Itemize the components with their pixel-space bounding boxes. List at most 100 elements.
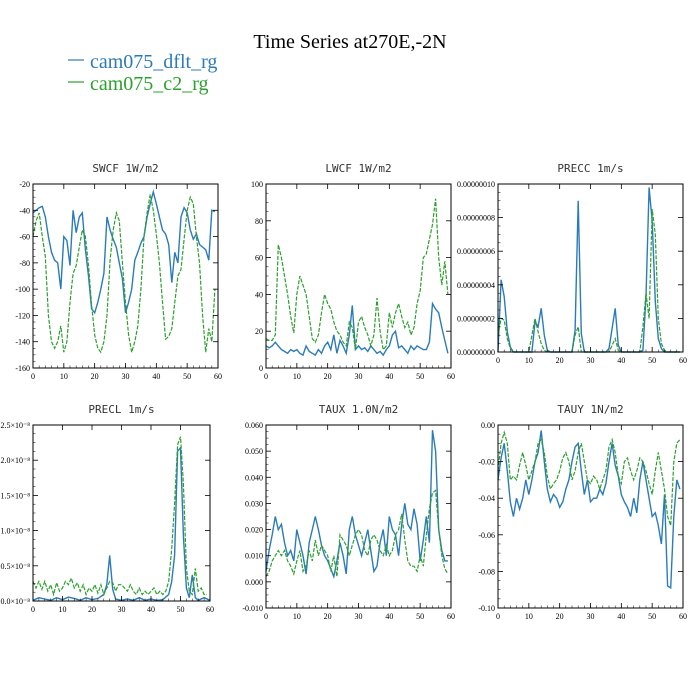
y-tick-label: 0.00000006: [457, 247, 495, 256]
x-tick-label: 50: [416, 612, 424, 621]
legend-label-c2: cam075_c2_rg: [90, 73, 209, 95]
y-tick-label: 0.060: [245, 421, 263, 430]
y-tick-label: 0.000: [245, 578, 263, 587]
x-tick-label: 50: [416, 372, 424, 381]
x-tick-label: 10: [293, 372, 301, 381]
panel-frame: [497, 183, 684, 353]
series-line-dflt: [32, 189, 216, 315]
y-tick-label: 0.5×10⁻⁸: [0, 562, 30, 571]
x-tick-label: 30: [118, 605, 126, 614]
panel-frame: [497, 424, 684, 609]
y-tick-label: 0.050: [245, 447, 263, 456]
x-tick-label: 0: [31, 372, 35, 381]
panel-title: TAUX 1.0N/m2: [319, 403, 398, 416]
y-tick-label: -0.010: [242, 604, 263, 613]
y-tick-label: -120: [15, 311, 30, 320]
legend-label-dflt: cam075_dflt_rg: [90, 51, 217, 73]
panel-title: SWCF 1W/m2: [92, 162, 158, 175]
x-tick-label: 30: [587, 356, 595, 365]
x-tick-label: 30: [122, 372, 130, 381]
series-line-dflt: [265, 301, 449, 357]
y-tick-label: -0.02: [478, 458, 495, 467]
y-tick-label: -60: [19, 233, 30, 242]
x-tick-label: 20: [324, 612, 332, 621]
x-tick-label: 20: [91, 372, 99, 381]
y-tick-label: 0.00000010: [457, 180, 495, 189]
x-tick-label: 50: [648, 356, 656, 365]
y-tick-label: 0.040: [245, 473, 263, 482]
x-tick-label: 0: [264, 612, 268, 621]
panel-2: LWCF 1W/m2 0 10 20 30 40 50 60 0 20 40 60 80 100: [251, 162, 455, 381]
series-line-dflt: [497, 430, 681, 590]
y-tick-label: 0.00000000: [457, 348, 495, 357]
y-tick-label: -80: [19, 259, 30, 268]
panel-title: PRECC 1m/s: [557, 162, 623, 175]
series-line-c2: [32, 436, 207, 597]
x-tick-label: 30: [355, 612, 363, 621]
panel-1: SWCF 1W/m2 0 10 20 30 40 50 60 -160 -140 -120 -100 -…: [15, 162, 222, 381]
x-tick-label: 10: [525, 612, 533, 621]
y-tick-label: 60: [255, 254, 263, 263]
y-tick-label: 0.0×10⁻⁸: [0, 597, 30, 606]
y-tick-label: -0.10: [478, 604, 495, 613]
y-tick-label: 0.00000002: [457, 314, 495, 323]
panel-6: TAUY 1N/m2 0 10 20 30 40 50 60 -0.10 -0.08 -0.06 -0…: [478, 403, 687, 621]
series-line-c2: [32, 194, 216, 354]
y-tick-label: 0: [259, 364, 263, 373]
series-line-dflt: [32, 446, 211, 602]
x-tick-label: 20: [556, 356, 564, 365]
x-tick-label: 60: [214, 372, 222, 381]
panel-title: LWCF 1W/m2: [325, 162, 391, 175]
y-tick-label: -140: [15, 338, 30, 347]
panel-frame: [32, 183, 219, 369]
panel-3: PRECC 1m/s 0 10 20 30 40 50 60 0.00000000 0.00000…: [457, 162, 687, 365]
x-tick-label: 40: [385, 612, 393, 621]
x-tick-label: 10: [59, 605, 67, 614]
series-line-dflt: [265, 430, 448, 580]
figure-title: Time Series at270E,-2N: [253, 31, 446, 53]
x-tick-label: 60: [679, 356, 687, 365]
y-tick-label: -40: [19, 206, 30, 215]
panel-title: PRECL 1m/s: [88, 403, 154, 416]
y-tick-label: 0.00000008: [457, 214, 495, 223]
x-tick-label: 50: [648, 612, 656, 621]
y-tick-label: 1.0×10⁻⁸: [0, 527, 30, 536]
y-tick-label: 0.020: [245, 526, 263, 535]
x-tick-label: 60: [447, 612, 455, 621]
y-tick-label: 0.030: [245, 499, 263, 508]
panels: SWCF 1W/m2 0 10 20 30 40 50 60 -160 -140 -120 -100 -…: [0, 162, 687, 621]
x-tick-label: 0: [31, 605, 35, 614]
y-tick-label: 0.010: [245, 552, 263, 561]
panel-5: TAUX 1.0N/m2 0 10 20 30 40 50 60 -0.010 0.000 0.01…: [242, 403, 455, 621]
x-tick-label: 60: [447, 372, 455, 381]
x-tick-label: 50: [183, 372, 191, 381]
series-line-c2: [265, 489, 449, 577]
y-tick-label: -0.04: [478, 494, 495, 503]
y-tick-label: 40: [255, 290, 263, 299]
panel-4: PRECL 1m/s 0 10 20 30 40 50 60 0.0×10⁻⁸ 0.5×10⁻⁸ 1…: [0, 403, 214, 614]
x-tick-label: 20: [88, 605, 96, 614]
x-tick-label: 0: [264, 372, 268, 381]
y-tick-label: 100: [251, 180, 263, 189]
y-tick-label: 0.00: [481, 421, 495, 430]
y-tick-label: 2.5×10⁻⁸: [0, 421, 30, 430]
x-tick-label: 60: [206, 605, 214, 614]
y-tick-label: -160: [15, 364, 30, 373]
y-tick-label: 80: [255, 217, 263, 226]
y-tick-label: -20: [19, 180, 30, 189]
y-tick-label: 20: [255, 327, 263, 336]
x-tick-label: 40: [147, 605, 155, 614]
y-tick-label: -0.06: [478, 531, 495, 540]
y-tick-label: 1.5×10⁻⁸: [0, 491, 30, 500]
x-tick-label: 10: [293, 612, 301, 621]
y-tick-label: -100: [15, 285, 30, 294]
y-tick-label: 2.0×10⁻⁸: [0, 456, 30, 465]
panel-title: TAUY 1N/m2: [557, 403, 623, 416]
x-tick-label: 50: [177, 605, 185, 614]
x-tick-label: 20: [324, 372, 332, 381]
legend: cam075_dflt_rg cam075_c2_rg: [68, 51, 217, 95]
x-tick-label: 40: [152, 372, 160, 381]
x-tick-label: 40: [617, 612, 625, 621]
x-tick-label: 40: [385, 372, 393, 381]
panel-frame: [265, 424, 452, 609]
